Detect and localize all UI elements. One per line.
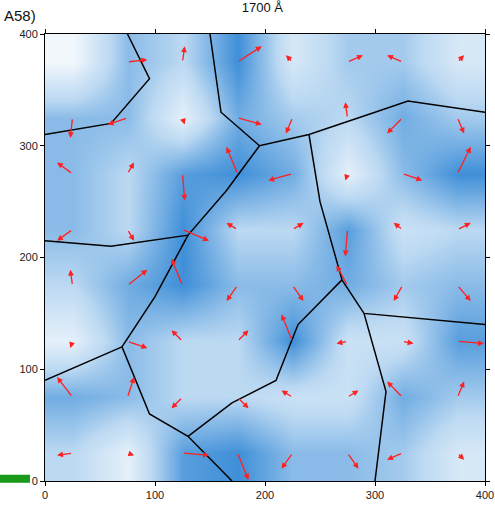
svg-text:0: 0 — [42, 489, 48, 501]
svg-text:1700 Å: 1700 Å — [242, 0, 284, 15]
svg-text:300: 300 — [19, 140, 37, 152]
svg-text:100: 100 — [146, 489, 164, 501]
svg-text:0: 0 — [32, 475, 38, 487]
svg-text:400: 400 — [19, 28, 37, 40]
svg-text:400: 400 — [476, 489, 494, 501]
svg-text:A58): A58) — [4, 7, 36, 24]
svg-text:200: 200 — [256, 489, 274, 501]
svg-text:100: 100 — [19, 363, 37, 375]
svg-text:200: 200 — [19, 251, 37, 263]
svg-text:300: 300 — [366, 489, 384, 501]
